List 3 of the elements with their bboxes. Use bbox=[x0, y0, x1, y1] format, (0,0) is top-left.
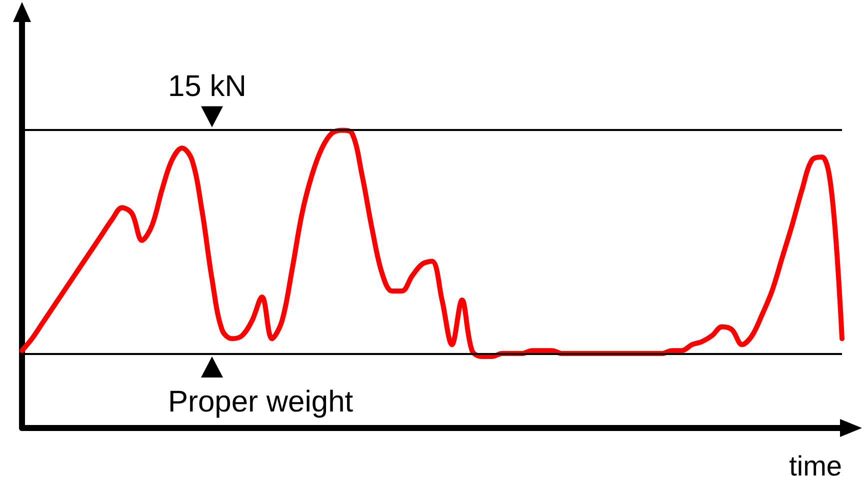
x-axis-title: time bbox=[789, 450, 842, 482]
ref-line-label: 15 kN bbox=[168, 70, 246, 104]
legend-label: Proper weight bbox=[168, 386, 354, 419]
